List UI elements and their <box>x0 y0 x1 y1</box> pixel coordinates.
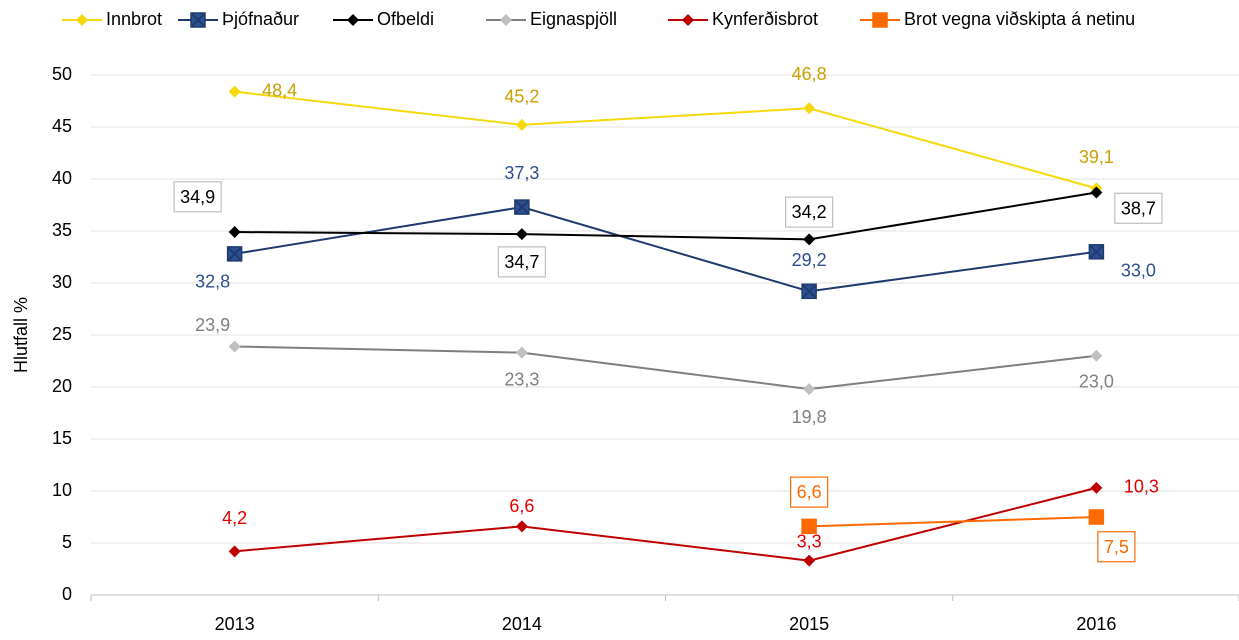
series-line <box>234 206 1097 293</box>
y-tick-label: 20 <box>52 376 72 396</box>
legend-marker <box>682 14 694 26</box>
data-point <box>803 102 816 115</box>
y-axis-label: Hlutfall % <box>11 297 31 373</box>
x-tick-label: 2014 <box>502 614 542 634</box>
series-line <box>234 90 1097 190</box>
data-point <box>801 283 817 300</box>
data-label: 23,0 <box>1079 372 1114 392</box>
data-point <box>228 545 241 558</box>
data-point <box>228 85 241 98</box>
data-label: 29,2 <box>792 250 827 270</box>
data-label: 39,1 <box>1079 147 1114 167</box>
data-label: 37,3 <box>504 163 539 183</box>
series-line <box>234 486 1097 562</box>
data-label: 34,2 <box>792 202 827 222</box>
data-label-box <box>785 196 834 228</box>
legend-label: Eignaspjöll <box>530 9 617 29</box>
data-label-box <box>1114 192 1163 224</box>
y-tick-label: 0 <box>62 584 72 604</box>
data-point <box>514 199 530 215</box>
marker-cross <box>191 13 205 27</box>
data-label: 46,8 <box>792 64 827 84</box>
data-label: 34,7 <box>504 252 539 272</box>
marker-box <box>872 12 888 28</box>
data-point <box>515 520 528 533</box>
legend-marker <box>500 14 512 26</box>
x-tick-label: 2016 <box>1076 614 1116 634</box>
y-tick-label: 45 <box>52 116 72 136</box>
y-tick-label: 10 <box>52 480 72 500</box>
data-label: 34,9 <box>180 187 215 207</box>
x-tick-label: 2013 <box>215 614 255 634</box>
data-label: 48,4 <box>262 80 297 100</box>
data-label: 33,0 <box>1121 261 1156 281</box>
data-point <box>1088 244 1105 260</box>
legend-marker <box>872 12 888 28</box>
x-tick-label: 2015 <box>789 614 829 634</box>
data-label: 23,3 <box>504 369 539 389</box>
y-tick-label: 30 <box>52 272 72 292</box>
marker-cross <box>1089 245 1104 259</box>
data-point <box>515 346 528 359</box>
marker-cross <box>802 284 816 299</box>
data-label-box <box>1097 531 1136 563</box>
legend-label: Ofbeldi <box>377 9 434 29</box>
data-label: 38,7 <box>1121 198 1156 218</box>
data-label: 19,8 <box>792 407 827 427</box>
data-label-box <box>173 181 222 213</box>
data-label: 6,6 <box>797 482 822 502</box>
marker-cross <box>227 247 242 261</box>
data-label: 3,3 <box>797 531 822 551</box>
data-point <box>515 118 528 131</box>
data-label-box <box>790 476 829 508</box>
y-tick-label: 40 <box>52 168 72 188</box>
data-label: 10,3 <box>1124 477 1159 497</box>
legend-label: Þjófnaður <box>222 9 299 29</box>
series-line <box>234 191 1097 241</box>
data-point <box>226 246 243 262</box>
y-tick-label: 35 <box>52 220 72 240</box>
data-point <box>803 554 816 567</box>
legend-marker <box>347 14 359 26</box>
y-tick-label: 15 <box>52 428 72 448</box>
data-label: 23,9 <box>195 315 230 335</box>
marker-cross <box>515 200 529 214</box>
legend-marker <box>76 14 88 26</box>
data-point <box>803 383 816 396</box>
data-point <box>228 340 241 353</box>
data-label: 6,6 <box>509 496 534 516</box>
legend-marker <box>190 12 206 28</box>
data-point <box>1088 509 1105 525</box>
legend-label: Innbrot <box>106 9 162 29</box>
data-label: 32,8 <box>195 272 230 292</box>
data-point <box>801 518 817 535</box>
data-point <box>1090 481 1103 494</box>
data-point <box>515 228 528 241</box>
y-tick-label: 50 <box>52 64 72 84</box>
legend-label: Kynferðisbrot <box>712 9 818 29</box>
data-label: 45,2 <box>504 87 539 107</box>
series-line <box>809 516 1097 528</box>
data-point <box>228 226 241 239</box>
series-line <box>234 345 1097 391</box>
marker-box <box>1088 509 1105 525</box>
data-label: 4,2 <box>222 508 247 528</box>
y-tick-label: 25 <box>52 324 72 344</box>
marker-box <box>801 518 817 535</box>
y-tick-label: 5 <box>62 532 72 552</box>
data-label: 7,5 <box>1104 537 1129 557</box>
data-point <box>1090 349 1103 362</box>
legend-label: Brot vegna viðskipta á netinu <box>904 9 1135 29</box>
data-point <box>1090 186 1103 199</box>
data-label-box <box>497 246 546 278</box>
data-point <box>803 233 816 246</box>
